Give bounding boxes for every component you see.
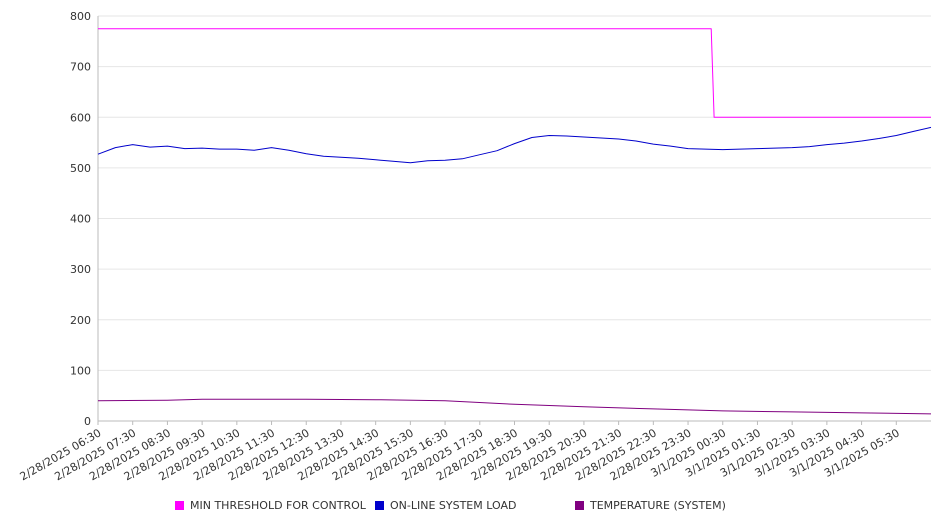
- x-axis-ticks: 2/28/2025 06:302/28/2025 07:302/28/2025 …: [18, 421, 902, 483]
- legend-label: TEMPERATURE (SYSTEM): [590, 499, 726, 512]
- legend-swatch: [375, 501, 384, 510]
- series-line-1: [97, 126, 932, 164]
- series-line-2: [97, 398, 932, 415]
- y-tick-label: 500: [70, 162, 91, 175]
- legend-item-system-load[interactable]: ON-LINE SYSTEM LOAD: [375, 499, 516, 512]
- series-lines: [97, 28, 932, 415]
- legend-swatch: [575, 501, 584, 510]
- y-tick-label: 0: [84, 415, 91, 428]
- y-tick-label: 200: [70, 314, 91, 327]
- legend-item-temperature[interactable]: TEMPERATURE (SYSTEM): [575, 499, 726, 512]
- legend-swatch: [175, 501, 184, 510]
- legend: MIN THRESHOLD FOR CONTROL ON-LINE SYSTEM…: [0, 496, 946, 516]
- series-line-0: [98, 28, 931, 118]
- y-tick-label: 700: [70, 61, 91, 74]
- y-tick-label: 400: [70, 213, 91, 226]
- y-tick-label: 300: [70, 263, 91, 276]
- y-tick-label: 100: [70, 364, 91, 377]
- legend-label: ON-LINE SYSTEM LOAD: [390, 499, 517, 512]
- y-tick-label: 600: [70, 111, 91, 124]
- legend-label: MIN THRESHOLD FOR CONTROL: [190, 499, 366, 512]
- y-tick-label: 800: [70, 10, 91, 23]
- y-axis-ticks: 0 100 200 300 400 500 600 700 800: [70, 10, 91, 428]
- legend-item-min-threshold[interactable]: MIN THRESHOLD FOR CONTROL: [175, 499, 366, 512]
- grid: [98, 15, 931, 371]
